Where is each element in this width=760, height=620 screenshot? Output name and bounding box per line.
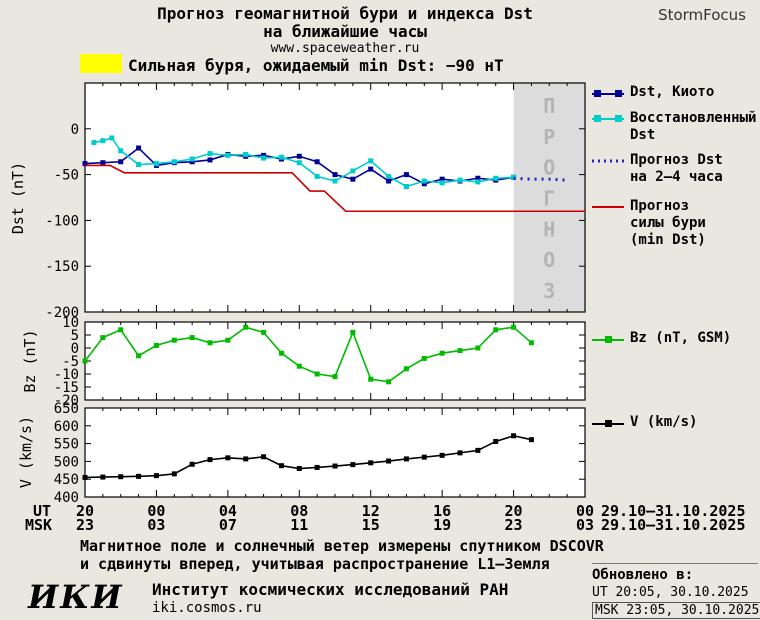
svg-text:-50: -50: [54, 168, 79, 184]
x-tick-msk: 07: [218, 516, 237, 534]
restored-dst-swatch-icon: [592, 115, 624, 122]
alert-swatch: [80, 54, 122, 73]
forecast-dst-swatch-icon: [592, 159, 624, 163]
legend-storm-line1: Прогноз: [630, 198, 690, 214]
legend-bz: Bz (nT, GSM): [592, 330, 731, 347]
footnote-line1: Магнитное поле и солнечный ветер измерен…: [80, 537, 604, 555]
x-tick-ut: 20: [504, 502, 523, 520]
updated-label: Обновлено в:: [592, 567, 694, 583]
updated-ut: UT 20:05, 30.10.2025: [592, 585, 749, 600]
updated-msk: MSK 23:05, 30.10.2025: [592, 602, 760, 619]
alert-text: Сильная буря, ожидаемый min Dst: −90 нТ: [128, 56, 504, 75]
legend-restored-dst: Восстановленный Dst: [592, 110, 756, 144]
legend-forecast-dst: Прогноз Dst на 2–4 часа: [592, 152, 723, 186]
storm-forecast-swatch-icon: [592, 206, 624, 208]
svg-text:500: 500: [54, 454, 79, 470]
x-tick-ut: 04: [218, 502, 237, 520]
page-title-line1: Прогноз геомагнитной бури и индекса Dst: [157, 4, 533, 23]
legend-storm-forecast: Прогноз силы бури (min Dst): [592, 198, 706, 249]
bz-swatch-icon: [592, 336, 624, 343]
x-tick-msk: 03: [575, 516, 595, 534]
svg-text:-10: -10: [54, 367, 79, 383]
footnote-line2: и сдвинуты вперед, учитывая распростране…: [80, 555, 550, 573]
bz-axis-label: Bz (nT): [21, 329, 39, 393]
x-tick-ut: 16: [433, 502, 452, 520]
iki-logo: ИКИ: [28, 578, 124, 616]
legend-forecast-line1: Прогноз Dst: [630, 152, 723, 168]
svg-text:5: 5: [71, 328, 79, 344]
svg-text:-100: -100: [45, 213, 79, 229]
svg-text:400: 400: [54, 490, 79, 506]
v-swatch-icon: [592, 420, 624, 427]
svg-text:600: 600: [54, 419, 79, 435]
legend-v-label: V (km/s): [630, 414, 698, 430]
svg-text:0: 0: [71, 341, 79, 357]
x-tick-msk: 03: [147, 516, 166, 534]
legend-forecast-line2: на 2–4 часа: [630, 169, 723, 185]
svg-text:-20: -20: [54, 393, 79, 409]
legend-dst-kyoto-label: Dst, Киото: [630, 84, 715, 100]
ut-date-range: 29.10–31.10.2025: [601, 502, 746, 520]
brand-label: StormFocus: [658, 6, 746, 24]
x-tick-msk: 19: [433, 516, 452, 534]
legend-storm-line3: (min Dst): [630, 232, 706, 248]
x-tick-ut: 12: [361, 502, 380, 520]
svg-text:550: 550: [54, 437, 79, 453]
x-tick-msk: 23: [504, 516, 523, 534]
svg-text:-15: -15: [54, 380, 79, 396]
x-tick-ut: 00: [575, 502, 595, 520]
page-title-line2: на ближайшие часы: [263, 22, 427, 41]
svg-text:Н: Н: [543, 217, 555, 241]
x-tick-msk: 15: [361, 516, 380, 534]
x-tick-msk: 11: [290, 516, 309, 534]
svg-text:Р: Р: [543, 125, 555, 149]
svg-text:З: З: [543, 279, 555, 303]
x-tick-msk: 23: [75, 516, 95, 534]
svg-text:-200: -200: [45, 305, 79, 321]
dst-kyoto-swatch-icon: [592, 90, 624, 97]
svg-text:0: 0: [71, 122, 79, 138]
legend-bz-label: Bz (nT, GSM): [630, 330, 732, 346]
v-axis-label: V (km/s): [17, 415, 35, 489]
institute-site-link[interactable]: iki.cosmos.ru: [152, 600, 262, 616]
legend-storm-line2: силы бури: [630, 215, 706, 231]
svg-text:П: П: [543, 94, 555, 118]
svg-text:Г: Г: [543, 187, 555, 211]
msk-date-range: 29.10–31.10.2025: [601, 516, 746, 534]
dst-axis-label: Dst (nT): [9, 161, 27, 235]
source-url[interactable]: www.spaceweather.ru: [270, 41, 420, 56]
ut-row-label: UT: [33, 502, 52, 520]
msk-row-label: MSK: [25, 516, 53, 534]
legend-v: V (km/s): [592, 414, 697, 431]
svg-text:450: 450: [54, 472, 79, 488]
svg-text:650: 650: [54, 401, 79, 417]
x-tick-ut: 08: [290, 502, 309, 520]
x-tick-ut: 20: [75, 502, 95, 520]
svg-text:10: 10: [62, 315, 79, 331]
legend-restored-line1: Восстановленный: [630, 110, 757, 126]
legend-dst-kyoto: Dst, Киото: [592, 84, 714, 101]
svg-text:-5: -5: [62, 354, 79, 370]
legend-restored-line2: Dst: [630, 127, 656, 143]
svg-text:-150: -150: [45, 259, 79, 275]
institute-name: Институт космических исследований РАН: [152, 580, 509, 599]
svg-text:О: О: [543, 248, 555, 272]
svg-text:О: О: [543, 156, 555, 180]
updated-block: Обновлено в: UT 20:05, 30.10.2025 MSK 23…: [592, 563, 760, 619]
x-tick-ut: 00: [147, 502, 166, 520]
